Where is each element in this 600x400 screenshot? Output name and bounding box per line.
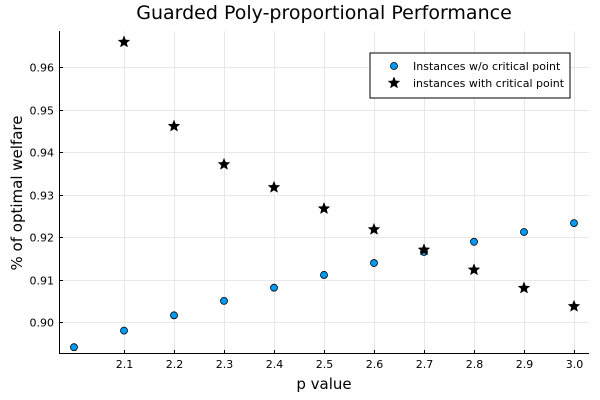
x-tick-label: 2.7 (416, 358, 434, 371)
data-points (70, 35, 581, 352)
y-tick-label: 0.96 (30, 62, 55, 75)
circle-marker (320, 271, 328, 279)
legend: Instances w/o critical point instances wi… (369, 52, 571, 99)
chart-title: Guarded Poly-proportional Performance (136, 2, 512, 24)
x-tick-label: 2.5 (316, 358, 334, 371)
star-marker (317, 201, 331, 215)
legend-label: instances with critical point (413, 77, 565, 90)
circle-marker (70, 343, 78, 352)
y-ticks: 0.90 0.91 0.92 0.93 0.94 0.95 0.96 (30, 62, 63, 330)
y-tick-label: 0.93 (30, 190, 55, 203)
star-marker (167, 119, 181, 132)
star-marker (117, 35, 131, 48)
x-axis-label: p value (296, 375, 351, 393)
circle-marker (270, 283, 278, 292)
star-marker (417, 243, 431, 256)
star-marker (267, 180, 281, 193)
circle-marker (220, 296, 228, 305)
x-tick-label: 2.1 (116, 358, 134, 371)
legend-box (369, 52, 571, 99)
x-tick-label: 2.8 (466, 358, 484, 371)
x-tick-label: 2.6 (366, 358, 384, 371)
star-marker (467, 263, 481, 276)
x-tick-label: 2.4 (266, 358, 284, 371)
y-axis-label: % of optimal welfare (8, 116, 26, 271)
circle-marker (370, 259, 378, 267)
star-marker (567, 299, 581, 312)
y-tick-label: 0.90 (30, 317, 55, 330)
star-marker (217, 157, 231, 170)
circle-marker (520, 228, 528, 236)
star-marker (367, 222, 381, 235)
circle-marker (570, 219, 578, 228)
circle-marker (120, 326, 128, 335)
legend-star-marker (387, 76, 401, 89)
x-tick-label: 2.3 (216, 358, 234, 371)
legend-circle-marker (390, 62, 398, 70)
y-tick-label: 0.94 (30, 147, 55, 160)
x-tick-label: 2.2 (166, 358, 184, 371)
x-ticks: 2.1 2.2 2.3 2.4 2.5 2.6 2.7 2.8 2.9 3.0 (116, 350, 584, 371)
y-tick-label: 0.95 (30, 105, 55, 118)
y-tick-label: 0.91 (30, 275, 55, 288)
star-marker (517, 281, 531, 294)
circle-marker (470, 237, 478, 246)
x-tick-label: 2.9 (516, 358, 534, 371)
x-tick-label: 3.0 (566, 358, 584, 371)
legend-label: Instances w/o critical point (413, 60, 561, 73)
circle-marker (170, 311, 178, 320)
y-tick-label: 0.92 (30, 232, 55, 245)
